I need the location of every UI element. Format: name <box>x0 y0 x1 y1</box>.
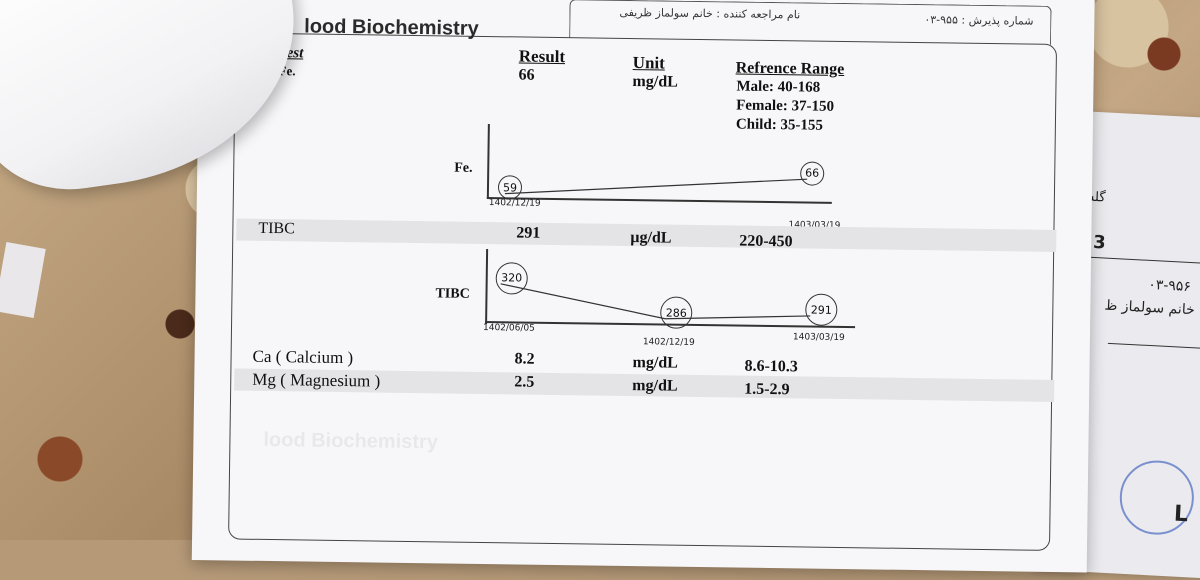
sheet-seal-letter: L <box>1173 501 1189 528</box>
sheet-name: خانم سولماز ظ <box>1104 297 1196 319</box>
sheet-rule-2 <box>1107 342 1200 352</box>
tibc-point-2-value: 286 <box>665 306 687 320</box>
col-result-header: Result <box>518 46 566 67</box>
tibc-chart-label: TIBC <box>435 286 470 302</box>
range-fe-female: Female: 37-150 <box>736 97 835 115</box>
tibc-x-tick-1: 1402/06/05 <box>482 322 535 334</box>
sheet-code: ۰۳-۹۵۶ <box>1147 276 1192 296</box>
patient-name-label: نام مراجعه کننده : خانم سولماز ظریفی <box>619 5 801 22</box>
result-ca: 8.2 <box>514 350 535 368</box>
fe-series-line <box>504 178 808 195</box>
col-unit-header: Unit <box>632 53 666 73</box>
test-name-ca: Ca ( Calcium ) <box>252 346 354 368</box>
col-range-header: Refrence Range <box>735 59 845 79</box>
reception-number-label: شماره پذیرش : ۹۵۵-۰۳ <box>924 13 1034 28</box>
bleed-through-title: lood Biochemistry <box>263 428 439 454</box>
fe-point-2: 66 <box>800 161 825 186</box>
test-name-tibc: TIBC <box>258 219 295 238</box>
range-ca: 8.6-10.3 <box>744 357 798 376</box>
range-mg: 1.5-2.9 <box>744 380 790 399</box>
sheet-number: 3 <box>1092 231 1107 254</box>
section-title: lood Biochemistry <box>304 15 479 40</box>
tibc-point-3-value: 291 <box>810 303 832 317</box>
tibc-x-tick-3: 1403/03/19 <box>792 332 845 344</box>
tibc-chart-plot <box>500 283 811 320</box>
tibc-series-line <box>500 283 811 320</box>
lab-report-page: نام مراجعه کننده : خانم سولماز ظریفی شما… <box>191 0 1095 573</box>
test-name-mg: Mg ( Magnesium ) <box>252 369 381 391</box>
fe-chart-plot <box>504 178 808 195</box>
tibc-x-tick-2: 1402/12/19 <box>642 337 695 348</box>
result-tibc: 291 <box>516 224 541 242</box>
result-fe: 66 <box>518 66 535 84</box>
range-tibc: 220-450 <box>739 232 793 251</box>
fe-chart-label: Fe. <box>454 160 473 176</box>
unit-mg: mg/dL <box>632 377 678 395</box>
fe-x-tick-1: 1402/12/19 <box>488 198 541 209</box>
unit-tibc: µg/dL <box>630 229 672 247</box>
tibc-point-1-value: 320 <box>501 271 523 285</box>
fe-point-2-value: 66 <box>805 166 820 180</box>
range-fe-child: Child: 35-155 <box>735 116 824 134</box>
range-fe-male: Male: 40-168 <box>736 78 821 96</box>
unit-ca: mg/dL <box>632 354 679 372</box>
unit-fe: mg/dL <box>632 73 678 91</box>
fe-point-1-value: 59 <box>502 181 518 195</box>
result-mg: 2.5 <box>514 373 535 391</box>
tibc-point-1: 320 <box>495 261 528 295</box>
